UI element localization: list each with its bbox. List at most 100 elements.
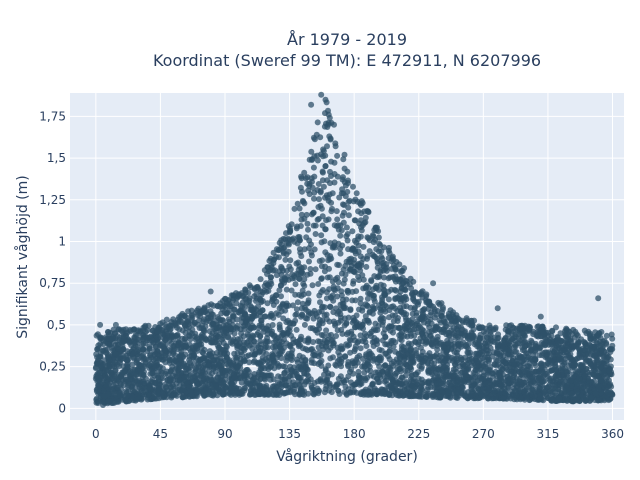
data-point [318,263,325,270]
data-point [153,343,159,350]
data-point [319,320,326,327]
data-point [485,358,492,365]
data-point [135,361,142,368]
data-point [320,146,327,153]
data-point [324,177,331,184]
data-point [219,391,226,398]
data-point [500,395,507,402]
data-point [435,357,442,364]
data-point [264,271,270,277]
data-point [305,187,312,194]
data-point [322,367,329,374]
data-point [365,209,372,216]
data-point [509,357,516,364]
data-point [214,349,220,356]
data-point [286,328,293,334]
data-point [231,330,238,337]
data-point [392,370,399,377]
data-point [403,303,410,310]
data-point [221,309,228,316]
data-point [376,302,382,309]
data-point [323,316,330,323]
data-point [129,366,136,373]
data-point [330,309,337,316]
data-point [452,361,459,368]
data-point [233,356,240,363]
data-point [310,315,317,322]
data-point [505,331,512,338]
data-point [293,326,300,333]
data-point [142,328,149,335]
data-point [435,374,441,381]
data-point [287,257,294,264]
data-point [337,232,344,239]
data-point [301,276,308,283]
data-point [464,344,470,350]
data-point [605,353,612,360]
data-point [546,336,553,343]
data-point [356,277,363,284]
data-point [318,239,325,246]
data-point [311,360,318,367]
data-point [587,342,594,349]
data-point [603,332,610,339]
data-point [343,319,350,326]
data-point [273,292,280,299]
data-point [227,303,234,310]
data-point [438,312,445,319]
data-point [581,327,588,334]
data-point [398,346,405,353]
data-point [217,300,224,307]
data-point [403,379,410,385]
data-point [192,320,198,326]
data-point [444,365,451,372]
data-point [114,384,121,391]
data-point [344,231,351,237]
data-point [249,384,256,391]
data-point [348,262,355,269]
data-point [302,365,309,372]
data-point [609,342,616,349]
data-point [353,288,360,295]
data-point [201,346,208,353]
data-point [263,288,270,295]
data-point [479,359,486,366]
data-point [410,292,417,299]
data-point [544,356,551,363]
data-point [349,228,356,235]
data-point [372,253,379,260]
data-point [183,366,190,373]
data-point [314,378,321,385]
data-point [296,235,302,242]
data-point [311,352,318,359]
data-point [282,256,289,263]
data-point [502,364,509,371]
data-point [372,224,379,231]
data-point [334,216,341,223]
data-point [307,266,314,272]
data-point [480,368,487,375]
data-point [277,348,284,355]
data-point [337,245,344,252]
data-point [247,391,253,398]
data-point [352,343,359,350]
data-point [349,383,356,389]
data-point [315,215,322,222]
data-point [302,356,309,363]
data-point [429,390,436,397]
data-point [367,389,374,396]
data-point [437,364,444,371]
data-point [368,278,375,285]
data-point [553,324,559,331]
data-point [298,333,305,340]
data-point [432,353,438,360]
data-point [329,244,336,251]
data-point [502,326,509,333]
data-point [257,313,264,320]
data-point [193,389,200,396]
data-point [431,360,438,367]
data-point [102,334,109,341]
data-point [319,257,326,264]
data-point [332,143,339,150]
data-point [259,307,266,314]
